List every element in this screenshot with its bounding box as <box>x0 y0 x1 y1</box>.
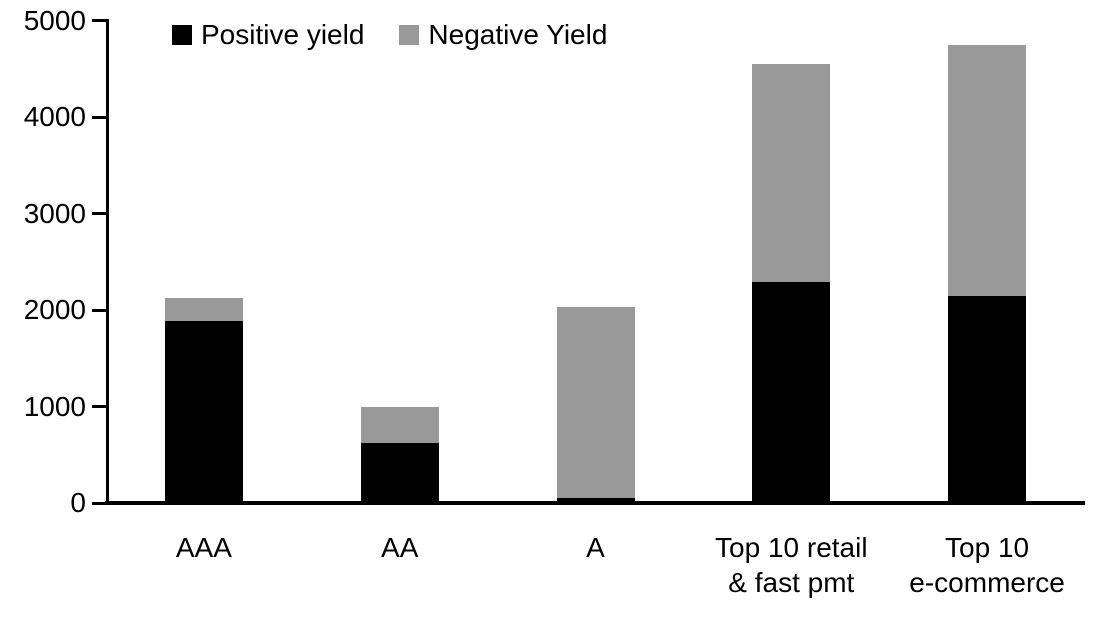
y-axis-tick-label: 2000 <box>23 294 86 325</box>
bar-segment-aa-negative-yield <box>360 406 439 444</box>
legend-label-positive-yield: Positive yield <box>201 19 365 50</box>
y-axis-tick-label: 0 <box>70 487 86 518</box>
y-axis-tick <box>92 212 106 215</box>
y-axis-tick <box>92 501 106 505</box>
legend-item-positive-yield: Positive yield <box>172 18 364 52</box>
y-axis-tick <box>92 19 106 22</box>
y-axis-tick <box>92 405 106 408</box>
legend-swatch-positive-yield-icon <box>172 24 192 45</box>
y-axis-tick-label: 3000 <box>23 197 86 229</box>
bar-segment-top-10-e-commerce-negative-yield <box>948 45 1027 296</box>
y-axis-line <box>106 19 109 505</box>
x-axis-category-label-aaa: AAA <box>175 532 232 563</box>
legend-swatch-negative-yield-icon <box>399 24 420 45</box>
legend: Positive yield Negative Yield <box>172 18 607 52</box>
x-axis-category-label-top-10-e-commerce: Top 10 e-commerce <box>909 532 1065 598</box>
bar-segment-a-negative-yield <box>556 307 635 499</box>
x-axis-category-label-aa: AA <box>381 532 419 563</box>
bar-segment-top-10-retail-fast-pmt-negative-yield <box>752 63 831 282</box>
bar-segment-top-10-retail-fast-pmt-positive-yield <box>752 282 831 503</box>
bar-segment-aaa-positive-yield <box>164 320 243 503</box>
bar-segment-top-10-e-commerce-positive-yield <box>948 296 1027 503</box>
x-axis-category-label-top-10-retail-fast-pmt: Top 10 retail & fast pmt <box>715 532 868 598</box>
legend-label-negative-yield: Negative Yield <box>428 19 608 50</box>
legend-item-negative-yield: Negative Yield <box>399 18 607 52</box>
y-axis-tick-label: 4000 <box>23 101 86 132</box>
x-axis-category-label-a: A <box>586 532 605 563</box>
y-axis-tick <box>92 308 106 312</box>
bar-segment-aa-positive-yield <box>360 443 439 503</box>
y-axis-tick-label: 1000 <box>23 390 86 422</box>
x-axis-line <box>105 501 1085 505</box>
bar-segment-a-positive-yield <box>556 498 635 503</box>
y-axis-tick <box>92 115 106 119</box>
y-axis-tick-label: 5000 <box>23 4 86 36</box>
bar-segment-aaa-negative-yield <box>164 298 243 321</box>
